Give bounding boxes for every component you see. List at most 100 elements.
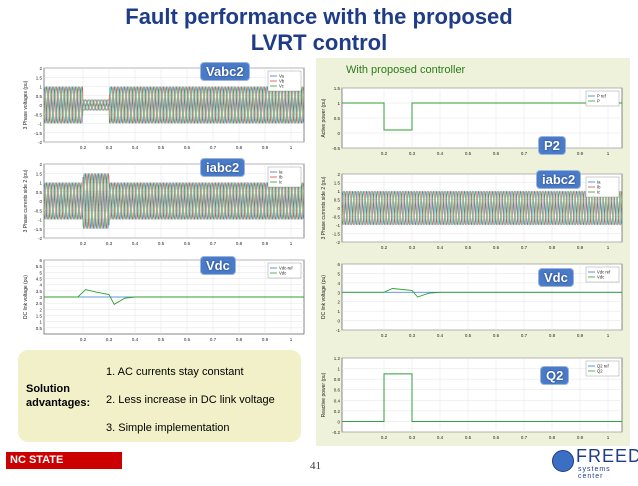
legend-label: Vc (279, 84, 284, 89)
x-tick-label: 0.6 (184, 145, 191, 150)
x-tick-label: 1 (290, 145, 293, 150)
x-tick-label: 0.3 (409, 435, 416, 440)
x-tick-label: 0.5 (465, 151, 472, 156)
legend-label: Ib (279, 175, 283, 180)
y-tick-label: -1 (336, 223, 340, 228)
y-tick-label: 5 (39, 270, 42, 275)
y-tick-label: 1.5 (36, 171, 43, 176)
y-tick-label: 0 (39, 103, 42, 108)
y-axis-label: Reactive power (pu) (321, 372, 327, 417)
y-axis-label: 3 Phase currents side 2 (pu) (23, 169, 29, 232)
x-tick-label: 0.3 (409, 333, 416, 338)
right-reactive-power-plot: 1.2 1 0.8 0.6 0.4 0.2 0 -0.2 0.2 0.3 0.4 0.5 0.6 0.7 0… (321, 356, 623, 440)
y-tick-label: 0 (39, 199, 42, 204)
y-tick-label: 0 (337, 206, 340, 211)
y-tick-label: 1.5 (334, 86, 341, 91)
x-tick-label: 0.2 (381, 333, 388, 338)
x-tick-label: 0.6 (184, 241, 191, 246)
x-tick-label: 0.6 (184, 337, 191, 342)
y-tick-label: 0.5 (334, 116, 341, 121)
advantages-heading: Solution advantages: (26, 383, 91, 409)
page-number: 41 (310, 460, 321, 472)
y-tick-label: 0 (337, 419, 340, 424)
y-tick-label: -2 (38, 236, 42, 241)
legend-box (585, 90, 620, 107)
x-tick-label: 0.6 (493, 333, 500, 338)
x-tick-label: 0.7 (521, 151, 528, 156)
advantages-box: Solution advantages: 1. AC currents stay… (18, 350, 301, 442)
y-tick-label: 0.6 (334, 388, 341, 393)
y-tick-label: 4.5 (36, 277, 43, 282)
y-tick-label: 0.5 (334, 198, 341, 203)
plot-frame (341, 263, 623, 331)
x-tick-label: 0.7 (210, 337, 217, 342)
x-tick-label: 1 (607, 435, 610, 440)
tag-vabc2: Vabc2 (200, 62, 250, 81)
x-tick-label: 1 (607, 151, 610, 156)
x-tick-label: 0.7 (521, 245, 528, 250)
y-axis-label: 3 Phase voltages (pu) (23, 80, 29, 129)
x-tick-label: 0.3 (106, 241, 113, 246)
legend-label: Ic (597, 190, 600, 195)
x-tick-label: 0.5 (465, 245, 472, 250)
right-current-plot: 2 1.5 1 0.5 0 -0.5 -1 -1.5 -2 0.2 0.3 0.4 0.5 0.6 0.7 0… (321, 172, 623, 250)
y-tick-label: 0.8 (334, 377, 341, 382)
legend-label: Vdc (597, 275, 604, 280)
legend-label: P ref (597, 94, 607, 99)
y-tick-label: 1 (337, 367, 340, 372)
x-tick-label: 0.9 (262, 337, 269, 342)
legend-label: Ia (279, 170, 283, 175)
x-tick-label: 0.8 (549, 435, 556, 440)
x-tick-label: 1 (607, 245, 610, 250)
y-tick-label: 1 (337, 189, 340, 194)
title-line-1: Fault performance with the proposed (125, 4, 513, 29)
x-tick-label: 0.4 (132, 337, 139, 342)
y-tick-label: -1.5 (34, 227, 42, 232)
legend-box (267, 262, 302, 279)
y-tick-label: -1 (38, 122, 42, 127)
x-tick-label: 0.7 (521, 435, 528, 440)
y-tick-label: 2.5 (36, 301, 43, 306)
y-tick-label: 1 (39, 320, 42, 325)
legend-box (585, 360, 620, 377)
legend-label: P (597, 99, 600, 104)
x-tick-label: 0.9 (262, 145, 269, 150)
phase-line (43, 173, 305, 229)
x-tick-label: 0.9 (577, 333, 584, 338)
freedm-word: FREEDM (576, 446, 638, 466)
y-axis-label: DC link voltage (pu) (321, 275, 327, 319)
x-tick-label: 0.2 (80, 241, 87, 246)
x-tick-label: 0.2 (80, 145, 87, 150)
x-tick-label: 0.8 (236, 145, 243, 150)
legend-label: Vb (279, 79, 285, 84)
globe-icon (552, 450, 574, 472)
y-tick-label: 1 (337, 101, 340, 106)
y-tick-label: 0.5 (36, 326, 43, 331)
x-tick-label: 0.3 (409, 245, 416, 250)
y-tick-label: -0.2 (332, 430, 340, 435)
x-tick-label: 0.9 (262, 241, 269, 246)
x-tick-label: 1 (607, 333, 610, 338)
y-tick-label: 0.5 (36, 190, 43, 195)
y-axis-label: 3 Phase currents side 2 (pu) (321, 176, 327, 239)
tag-p2: P2 (538, 136, 566, 155)
x-tick-label: 0.5 (158, 145, 165, 150)
y-tick-label: 1 (39, 181, 42, 186)
right-panel-subtitle: With proposed controller (346, 64, 466, 76)
x-tick-label: 0.6 (493, 151, 500, 156)
x-tick-label: 0.8 (549, 245, 556, 250)
x-tick-label: 0.9 (577, 151, 584, 156)
x-tick-label: 0.4 (132, 241, 139, 246)
data-line (44, 289, 304, 306)
y-tick-label: -2 (38, 140, 42, 145)
x-tick-label: 0.2 (381, 435, 388, 440)
tag-q2: Q2 (540, 366, 570, 385)
y-tick-label: 1.5 (36, 314, 43, 319)
y-tick-label: -1.5 (332, 232, 340, 237)
legend-label: Q2 ref (597, 364, 609, 369)
y-tick-label: 2 (39, 307, 42, 312)
x-tick-label: 0.3 (106, 145, 113, 150)
y-tick-label: 2 (39, 66, 42, 71)
y-tick-label: 6 (337, 262, 340, 267)
x-tick-label: 0.8 (236, 337, 243, 342)
